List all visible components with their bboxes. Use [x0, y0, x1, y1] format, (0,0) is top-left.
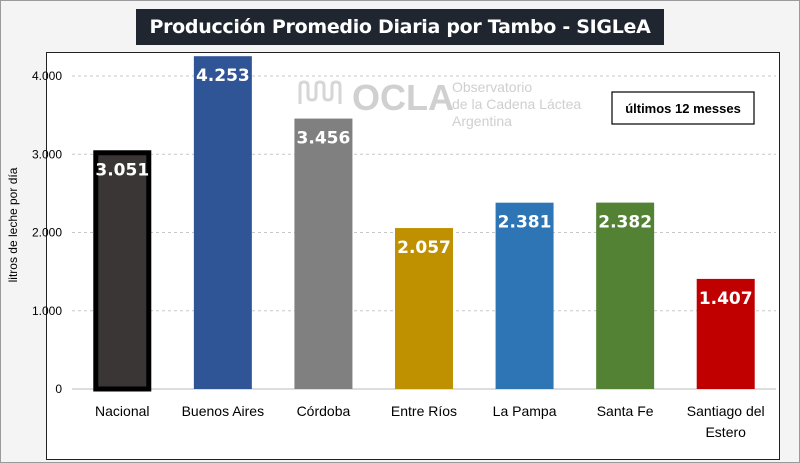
y-tick-label: 2.000 [32, 226, 62, 240]
x-tick-label: Buenos Aires [182, 403, 265, 419]
y-tick-label: 3.000 [32, 147, 62, 161]
watermark-brand: OCLA [352, 77, 454, 118]
bar-buenos-aires [193, 56, 252, 389]
bar-la-pampa [495, 202, 554, 389]
y-tick-label: 0 [55, 382, 62, 396]
chart-title: Producción Promedio Diaria por Tambo - S… [136, 9, 664, 45]
data-label: 1.407 [699, 289, 753, 309]
bar-córdoba [294, 118, 353, 390]
watermark-line2: de la Cadena Láctea [452, 96, 581, 112]
x-tick-label: La Pampa [493, 403, 557, 419]
y-axis-label: litros de leche por día [6, 167, 20, 282]
x-tick-label: Estero [705, 424, 746, 440]
ocla-logo-icon [298, 80, 342, 104]
watermark-line3: Argentina [452, 113, 512, 129]
data-label: 3.051 [95, 160, 149, 180]
data-label: 2.382 [598, 213, 652, 233]
annotation-box [611, 91, 755, 125]
x-tick-label: Santa Fe [597, 403, 654, 419]
x-tick-label: Nacional [95, 403, 149, 419]
data-label: 2.057 [397, 238, 451, 258]
bar-santa-fe [596, 202, 655, 389]
data-label: 4.253 [196, 66, 250, 86]
data-label: 2.381 [498, 213, 552, 233]
data-label: 3.456 [297, 129, 351, 149]
x-tick-label: Córdoba [297, 403, 351, 419]
bar-santiago-del-estero [696, 278, 755, 389]
y-tick-label: 4.000 [32, 69, 62, 83]
x-tick-label: Entre Ríos [391, 403, 457, 419]
x-tick-label: Santiago del [687, 403, 765, 419]
watermark-line1: Observatorio [452, 79, 532, 95]
y-tick-label: 1.000 [32, 304, 62, 318]
annotation-text: últimos 12 messes [625, 101, 741, 116]
bar-entre-ríos [395, 228, 453, 389]
bar-nacional [93, 150, 152, 392]
